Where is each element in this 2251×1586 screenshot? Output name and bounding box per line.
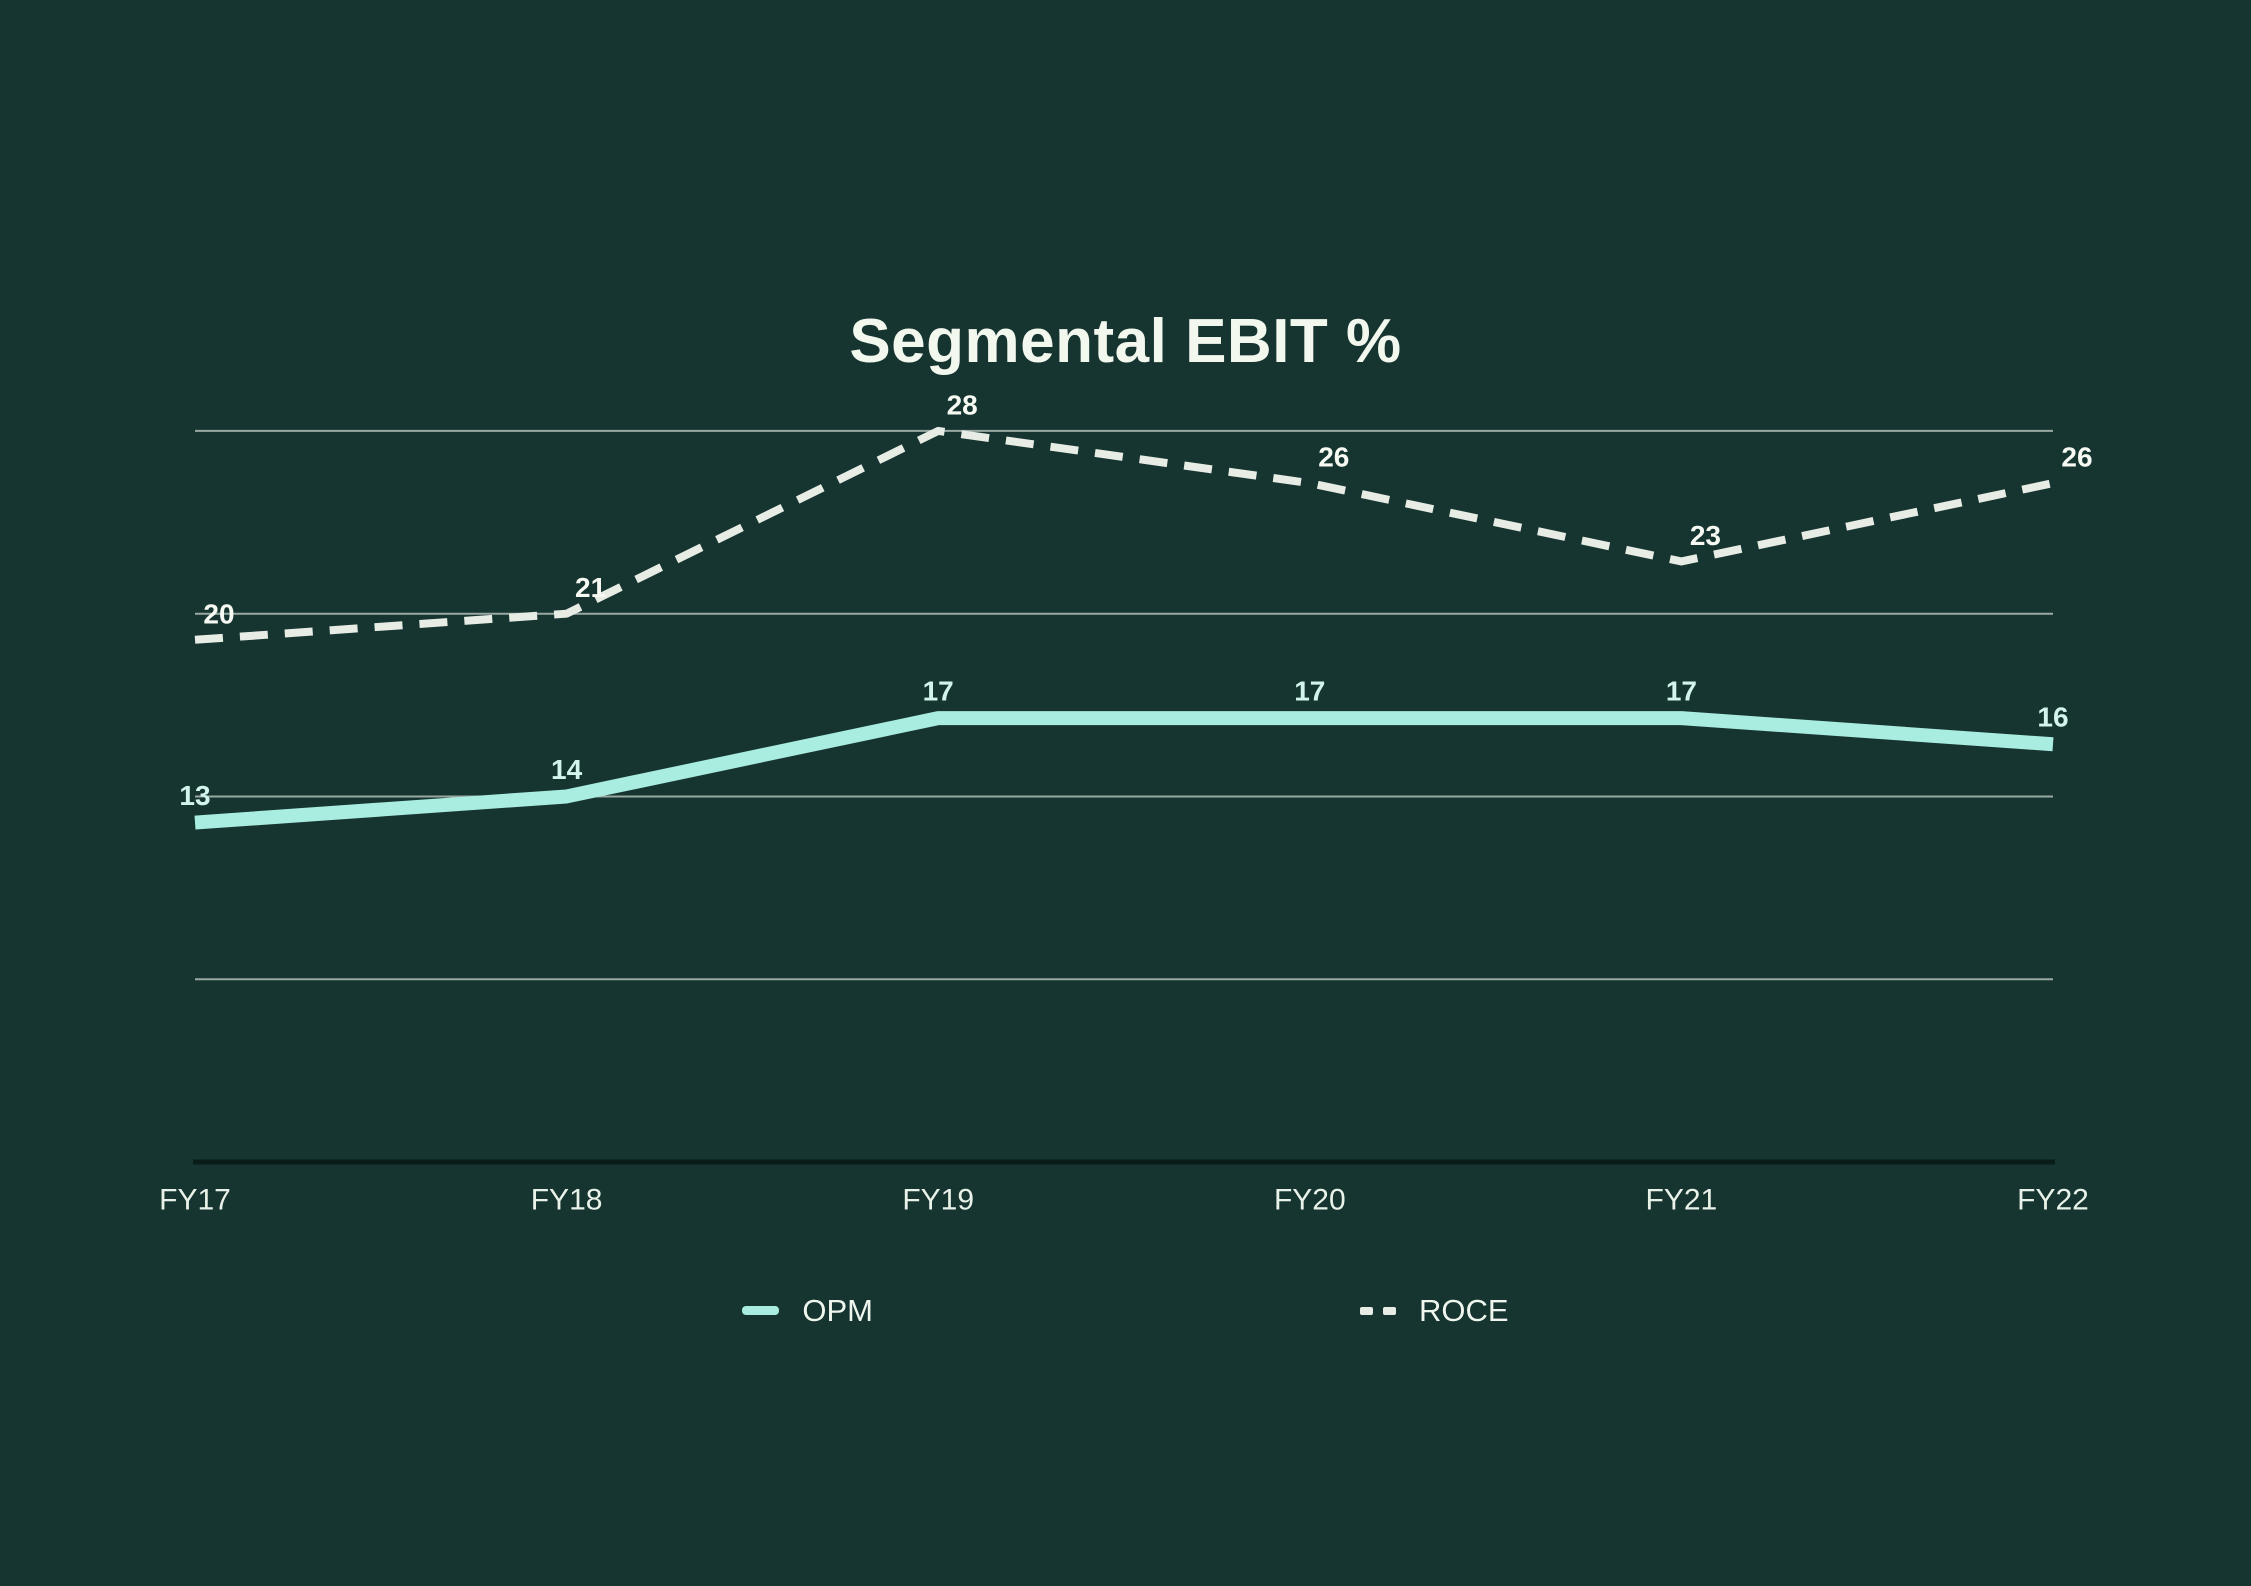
x-axis-label-FY18: FY18	[531, 1184, 603, 1217]
opm-solid-line-swatch-icon	[742, 1306, 780, 1315]
data-label-roce-FY22: 26	[2061, 442, 2092, 473]
legend-item-opm[interactable]: OPM	[742, 1295, 873, 1326]
data-label-opm-FY22: 16	[2037, 702, 2068, 733]
data-label-roce-FY20: 26	[1318, 442, 1349, 473]
legend-label-opm: OPM	[802, 1293, 874, 1328]
roce-line	[194, 426, 2054, 644]
data-label-opm-FY18: 14	[551, 754, 583, 785]
chart-title: Segmental EBIT %	[849, 307, 1402, 376]
x-axis-label-FY19: FY19	[902, 1184, 974, 1217]
data-label-opm-FY17: 13	[179, 780, 210, 811]
data-label-opm-FY21: 17	[1666, 676, 1697, 707]
data-label-roce-FY17: 20	[203, 598, 234, 629]
data-label-roce-FY18: 21	[575, 572, 606, 603]
data-label-roce-FY19: 28	[947, 389, 978, 420]
x-axis-label-FY21: FY21	[1646, 1184, 1718, 1217]
x-axis-label-FY22: FY22	[2017, 1184, 2089, 1217]
data-label-opm-FY19: 17	[923, 676, 954, 707]
legend-item-roce[interactable]: ROCE	[1360, 1295, 1509, 1326]
legend: OPM ROCE	[0, 1295, 2251, 1326]
x-axis-label-FY17: FY17	[159, 1184, 231, 1217]
x-axis-label-FY20: FY20	[1274, 1184, 1346, 1217]
legend-label-roce: ROCE	[1419, 1293, 1509, 1328]
roce-dashed-line-swatch-icon	[1360, 1306, 1397, 1315]
data-label-opm-FY20: 17	[1294, 676, 1325, 707]
opm-line	[194, 711, 2054, 830]
data-label-roce-FY21: 23	[1690, 520, 1721, 551]
